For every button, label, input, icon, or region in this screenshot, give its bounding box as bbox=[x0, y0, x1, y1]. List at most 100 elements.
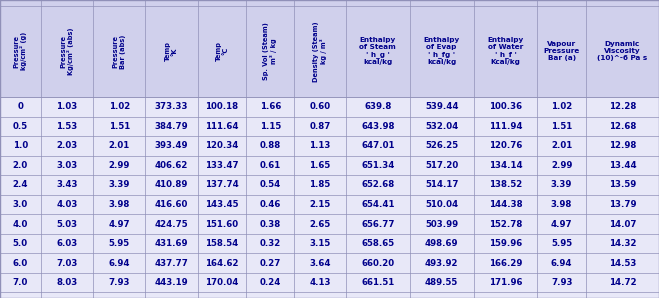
Text: 133.47: 133.47 bbox=[205, 161, 239, 170]
Text: 406.62: 406.62 bbox=[155, 161, 188, 170]
Text: 4.03: 4.03 bbox=[56, 200, 78, 209]
Text: 1.51: 1.51 bbox=[109, 122, 130, 131]
Text: 0.54: 0.54 bbox=[260, 181, 281, 190]
Text: Pressure
kg/cm² (g): Pressure kg/cm² (g) bbox=[13, 32, 28, 70]
Text: 410.89: 410.89 bbox=[155, 181, 188, 190]
Text: 2.4: 2.4 bbox=[13, 181, 28, 190]
Text: 7.03: 7.03 bbox=[56, 259, 78, 268]
Bar bbox=[0, 195, 659, 214]
Text: 159.96: 159.96 bbox=[489, 239, 522, 248]
Text: 443.19: 443.19 bbox=[155, 278, 188, 287]
Bar bbox=[0, 234, 659, 253]
Text: 493.92: 493.92 bbox=[425, 259, 459, 268]
Text: 164.62: 164.62 bbox=[205, 259, 239, 268]
Text: Pressure
Bar (abs): Pressure Bar (abs) bbox=[113, 34, 126, 69]
Text: Sp. Vol (Steam)
m³ / kg: Sp. Vol (Steam) m³ / kg bbox=[263, 22, 277, 80]
Text: 2.01: 2.01 bbox=[109, 141, 130, 150]
Text: Temp
°K: Temp °K bbox=[165, 41, 178, 61]
Text: 144.38: 144.38 bbox=[489, 200, 523, 209]
Text: 6.0: 6.0 bbox=[13, 259, 28, 268]
Text: 143.45: 143.45 bbox=[205, 200, 239, 209]
Text: 3.98: 3.98 bbox=[551, 200, 572, 209]
Text: Vapour
Pressure
Bar (a): Vapour Pressure Bar (a) bbox=[544, 41, 580, 61]
Text: 0.87: 0.87 bbox=[310, 122, 331, 131]
Bar bbox=[0, 0, 659, 6]
Text: 12.98: 12.98 bbox=[609, 141, 636, 150]
Bar bbox=[0, 214, 659, 234]
Text: Pressure
Kg/cm² (abs): Pressure Kg/cm² (abs) bbox=[60, 28, 74, 75]
Text: 166.29: 166.29 bbox=[489, 259, 522, 268]
Text: 661.51: 661.51 bbox=[361, 278, 395, 287]
Text: 431.69: 431.69 bbox=[155, 239, 188, 248]
Text: 4.97: 4.97 bbox=[108, 220, 130, 229]
Bar bbox=[0, 292, 659, 298]
Bar bbox=[0, 156, 659, 175]
Text: 5.03: 5.03 bbox=[57, 220, 78, 229]
Text: 7.93: 7.93 bbox=[109, 278, 130, 287]
Text: 7.0: 7.0 bbox=[13, 278, 28, 287]
Text: 424.75: 424.75 bbox=[155, 220, 188, 229]
Text: 0.32: 0.32 bbox=[260, 239, 281, 248]
Text: 652.68: 652.68 bbox=[361, 181, 395, 190]
Text: 1.85: 1.85 bbox=[310, 181, 331, 190]
Text: 8.03: 8.03 bbox=[57, 278, 78, 287]
Text: 660.20: 660.20 bbox=[361, 259, 394, 268]
Text: 158.54: 158.54 bbox=[206, 239, 239, 248]
Text: 639.8: 639.8 bbox=[364, 102, 391, 111]
Text: 13.79: 13.79 bbox=[609, 200, 636, 209]
Text: 3.98: 3.98 bbox=[109, 200, 130, 209]
Text: 151.60: 151.60 bbox=[206, 220, 239, 229]
Text: 656.77: 656.77 bbox=[361, 220, 395, 229]
Text: Enthalpy
of Water
' h_f '
Kcal/kg: Enthalpy of Water ' h_f ' Kcal/kg bbox=[488, 37, 524, 65]
Text: 111.94: 111.94 bbox=[489, 122, 523, 131]
Text: 526.25: 526.25 bbox=[425, 141, 458, 150]
Text: 1.0: 1.0 bbox=[13, 141, 28, 150]
Bar bbox=[0, 117, 659, 136]
Text: 2.0: 2.0 bbox=[13, 161, 28, 170]
Text: 3.39: 3.39 bbox=[551, 181, 572, 190]
Text: 0.61: 0.61 bbox=[260, 161, 281, 170]
Text: 654.41: 654.41 bbox=[361, 200, 395, 209]
Text: 1.65: 1.65 bbox=[310, 161, 331, 170]
Text: 510.04: 510.04 bbox=[425, 200, 458, 209]
Text: 152.78: 152.78 bbox=[489, 220, 522, 229]
Text: 137.74: 137.74 bbox=[205, 181, 239, 190]
Text: 437.77: 437.77 bbox=[154, 259, 188, 268]
Text: 539.44: 539.44 bbox=[425, 102, 459, 111]
Bar bbox=[0, 175, 659, 195]
Text: 120.34: 120.34 bbox=[206, 141, 239, 150]
Text: 14.07: 14.07 bbox=[609, 220, 636, 229]
Text: 6.94: 6.94 bbox=[109, 259, 130, 268]
Text: 3.39: 3.39 bbox=[109, 181, 130, 190]
Text: 1.53: 1.53 bbox=[57, 122, 78, 131]
Text: 2.99: 2.99 bbox=[109, 161, 130, 170]
Text: 12.68: 12.68 bbox=[609, 122, 636, 131]
Text: 393.49: 393.49 bbox=[155, 141, 188, 150]
Text: 1.02: 1.02 bbox=[109, 102, 130, 111]
Text: 13.59: 13.59 bbox=[609, 181, 636, 190]
Text: 2.65: 2.65 bbox=[310, 220, 331, 229]
Text: 503.99: 503.99 bbox=[425, 220, 458, 229]
Text: 1.15: 1.15 bbox=[260, 122, 281, 131]
Text: 489.55: 489.55 bbox=[425, 278, 458, 287]
Text: 12.28: 12.28 bbox=[609, 102, 636, 111]
Bar bbox=[0, 97, 659, 117]
Text: 170.04: 170.04 bbox=[206, 278, 239, 287]
Text: 100.36: 100.36 bbox=[489, 102, 522, 111]
Text: 14.32: 14.32 bbox=[609, 239, 636, 248]
Text: 0.60: 0.60 bbox=[310, 102, 331, 111]
Text: 13.44: 13.44 bbox=[608, 161, 636, 170]
Text: 517.20: 517.20 bbox=[425, 161, 458, 170]
Text: 3.15: 3.15 bbox=[310, 239, 331, 248]
Text: 6.94: 6.94 bbox=[551, 259, 573, 268]
Text: Dynamic
Viscosity
(10)^-6 Pa s: Dynamic Viscosity (10)^-6 Pa s bbox=[597, 41, 648, 61]
Text: Enthalpy
of Steam
' h_g '
kcal/kg: Enthalpy of Steam ' h_g ' kcal/kg bbox=[359, 37, 396, 65]
Text: 4.97: 4.97 bbox=[551, 220, 573, 229]
Text: 111.64: 111.64 bbox=[205, 122, 239, 131]
Text: 2.15: 2.15 bbox=[310, 200, 331, 209]
Text: 14.53: 14.53 bbox=[609, 259, 636, 268]
Bar bbox=[0, 273, 659, 292]
Text: 373.33: 373.33 bbox=[155, 102, 188, 111]
Text: 2.01: 2.01 bbox=[551, 141, 572, 150]
Text: 416.60: 416.60 bbox=[155, 200, 188, 209]
